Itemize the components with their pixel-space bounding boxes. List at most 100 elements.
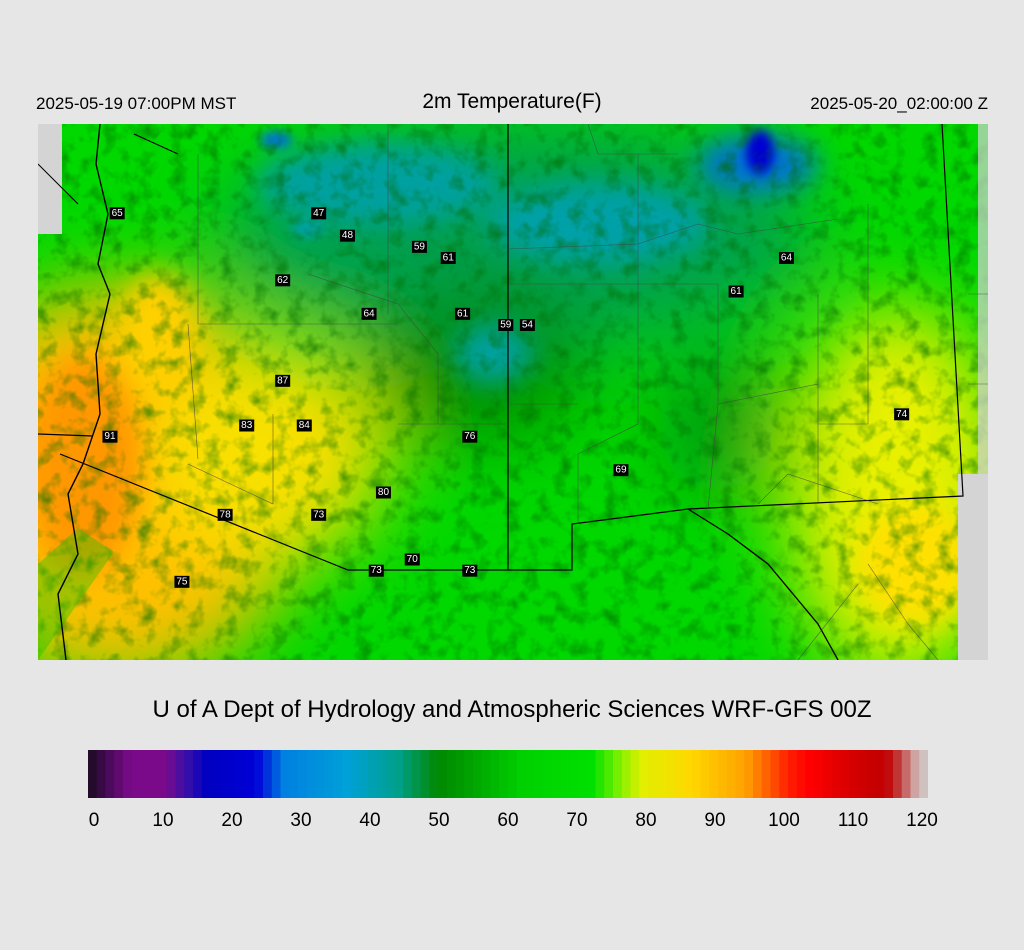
- colorbar-swatch: [280, 750, 290, 798]
- station-label-bg: [275, 374, 291, 387]
- station-label-bg: [217, 508, 233, 521]
- station-label-bg: [339, 229, 355, 242]
- colorbar-swatch: [665, 750, 675, 798]
- station-value: 61: [443, 253, 455, 264]
- colorbar-tick-label: 50: [428, 810, 450, 831]
- state-borders: [38, 124, 964, 660]
- colorbar-swatch: [744, 750, 754, 798]
- colorbar-swatch: [683, 750, 693, 798]
- colorbar-swatch: [324, 750, 334, 798]
- colorbar-swatch: [578, 750, 588, 798]
- station-label-bg: [239, 419, 255, 432]
- station-value: 61: [731, 286, 743, 297]
- station-value: 80: [378, 487, 390, 498]
- station-value: 87: [277, 375, 289, 386]
- colorbar-swatch: [621, 750, 632, 798]
- colorbar-swatch: [341, 750, 352, 798]
- colorbar-swatch: [490, 750, 500, 798]
- station-label: 61: [728, 285, 744, 298]
- colorbar-swatch: [96, 750, 107, 798]
- station-label: 70: [404, 553, 420, 566]
- colorbar-swatch: [114, 750, 124, 798]
- station-label-bg: [361, 307, 377, 320]
- colorbar-swatch: [438, 750, 448, 798]
- colorbar-swatch: [201, 750, 212, 798]
- station-label: 47: [311, 207, 327, 220]
- colorbar-swatch: [228, 750, 238, 798]
- station-label-bg: [311, 508, 327, 521]
- colorbar-swatch: [245, 750, 255, 798]
- colorbar-swatch: [700, 750, 710, 798]
- colorbar-swatch: [429, 750, 439, 798]
- station-label-bg: [894, 408, 910, 421]
- station-label-bg: [102, 430, 118, 443]
- colorbar-swatch: [210, 750, 220, 798]
- station-label: 75: [174, 575, 190, 588]
- colorbar-tick-label: 80: [635, 810, 657, 831]
- colorbar-swatch: [560, 750, 570, 798]
- colorbar-swatch: [219, 750, 229, 798]
- colorbar-swatch: [639, 750, 649, 798]
- colorbar-swatch: [656, 750, 667, 798]
- station-label: 73: [462, 564, 478, 577]
- colorbar-swatch: [123, 750, 133, 798]
- station-label: 61: [440, 252, 456, 264]
- colorbar-swatch: [508, 750, 518, 798]
- station-label: 59: [498, 319, 514, 331]
- station-label-bg: [498, 319, 514, 331]
- colorbar-swatch: [630, 750, 640, 798]
- colorbar-swatch: [858, 750, 868, 798]
- station-label-bg: [109, 207, 125, 220]
- colorbar-swatch: [140, 750, 150, 798]
- colorbar-swatch: [770, 750, 780, 798]
- colorbar-tick-label: 70: [566, 810, 588, 831]
- colorbar-swatch: [166, 750, 177, 798]
- colorbar-swatch: [105, 750, 115, 798]
- colorbar-swatch: [674, 750, 684, 798]
- station-value: 76: [464, 431, 476, 442]
- station-value: 74: [896, 409, 908, 420]
- station-label: 83: [239, 419, 255, 432]
- colorbar-tick-label: 10: [152, 810, 174, 831]
- colorbar-swatch: [884, 750, 894, 798]
- station-label: 87: [275, 374, 291, 387]
- station-label-bg: [613, 464, 629, 477]
- station-label-bg: [462, 430, 478, 443]
- station-label-bg: [440, 252, 456, 264]
- station-value: 47: [313, 208, 325, 219]
- station-label-bg: [368, 564, 384, 577]
- station-label: 78: [217, 508, 233, 521]
- station-value: 73: [464, 565, 476, 576]
- colorbar: [88, 750, 928, 798]
- colorbar-swatch: [525, 750, 535, 798]
- colorbar-swatch: [88, 750, 98, 798]
- station-label: 54: [519, 319, 535, 331]
- colorbar-swatch: [516, 750, 527, 798]
- station-label: 73: [311, 508, 327, 521]
- station-label: 73: [368, 564, 384, 577]
- colorbar-swatch: [823, 750, 833, 798]
- station-label: 65: [109, 207, 125, 220]
- colorbar-swatches: [88, 750, 928, 798]
- colorbar-swatch: [779, 750, 789, 798]
- station-label-bg: [311, 207, 327, 220]
- station-label-bg: [404, 553, 420, 566]
- colorbar-swatch: [753, 750, 763, 798]
- station-label: 64: [778, 252, 794, 264]
- colorbar-tick-label: 100: [768, 810, 800, 831]
- colorbar-swatch: [298, 750, 308, 798]
- station-label-bg: [462, 564, 478, 577]
- map-title: 2m Temperature(F): [422, 90, 602, 113]
- colorbar-swatch: [359, 750, 369, 798]
- station-value: 70: [407, 554, 419, 565]
- colorbar-swatch: [604, 750, 614, 798]
- station-value: 61: [457, 308, 469, 319]
- station-label: 62: [275, 274, 291, 287]
- station-label: 80: [375, 486, 391, 499]
- station-value: 73: [313, 509, 325, 520]
- colorbar-swatch: [368, 750, 378, 798]
- station-label-bg: [174, 575, 190, 588]
- colorbar-swatch: [796, 750, 807, 798]
- colorbar-tick-label: 30: [290, 810, 312, 831]
- colorbar-swatch: [691, 750, 702, 798]
